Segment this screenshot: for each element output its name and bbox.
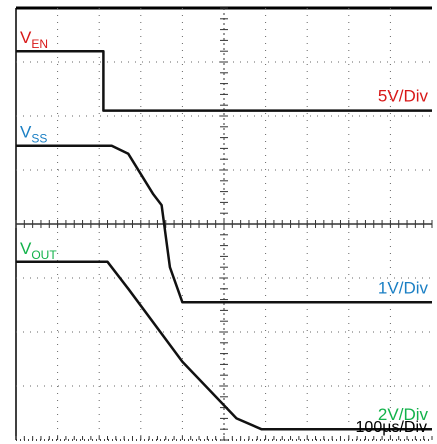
trace-name-main: V [20,239,32,258]
trace-name-label: VEN [20,28,48,51]
trace-name-sub: SS [31,132,47,146]
trace-name-sub: EN [31,37,48,51]
trace-name-sub: OUT [31,248,57,262]
time-base-label: 100µs/Div [356,419,427,436]
trace-scale-label: 5V/Div [378,87,429,106]
trace-name-label: VSS [20,123,47,146]
waveform-traces [16,49,432,431]
trace-vss [16,144,432,304]
graticule [15,6,433,441]
trace-scale-label: 2V/Div [378,405,429,424]
trace-ven [16,49,432,112]
trace-vout [16,260,432,431]
trace-name-label: VOUT [20,239,57,262]
trace-scale-label: 1V/Div [378,278,429,297]
trace-name-main: V [20,28,32,47]
trace-name-main: V [20,123,32,142]
